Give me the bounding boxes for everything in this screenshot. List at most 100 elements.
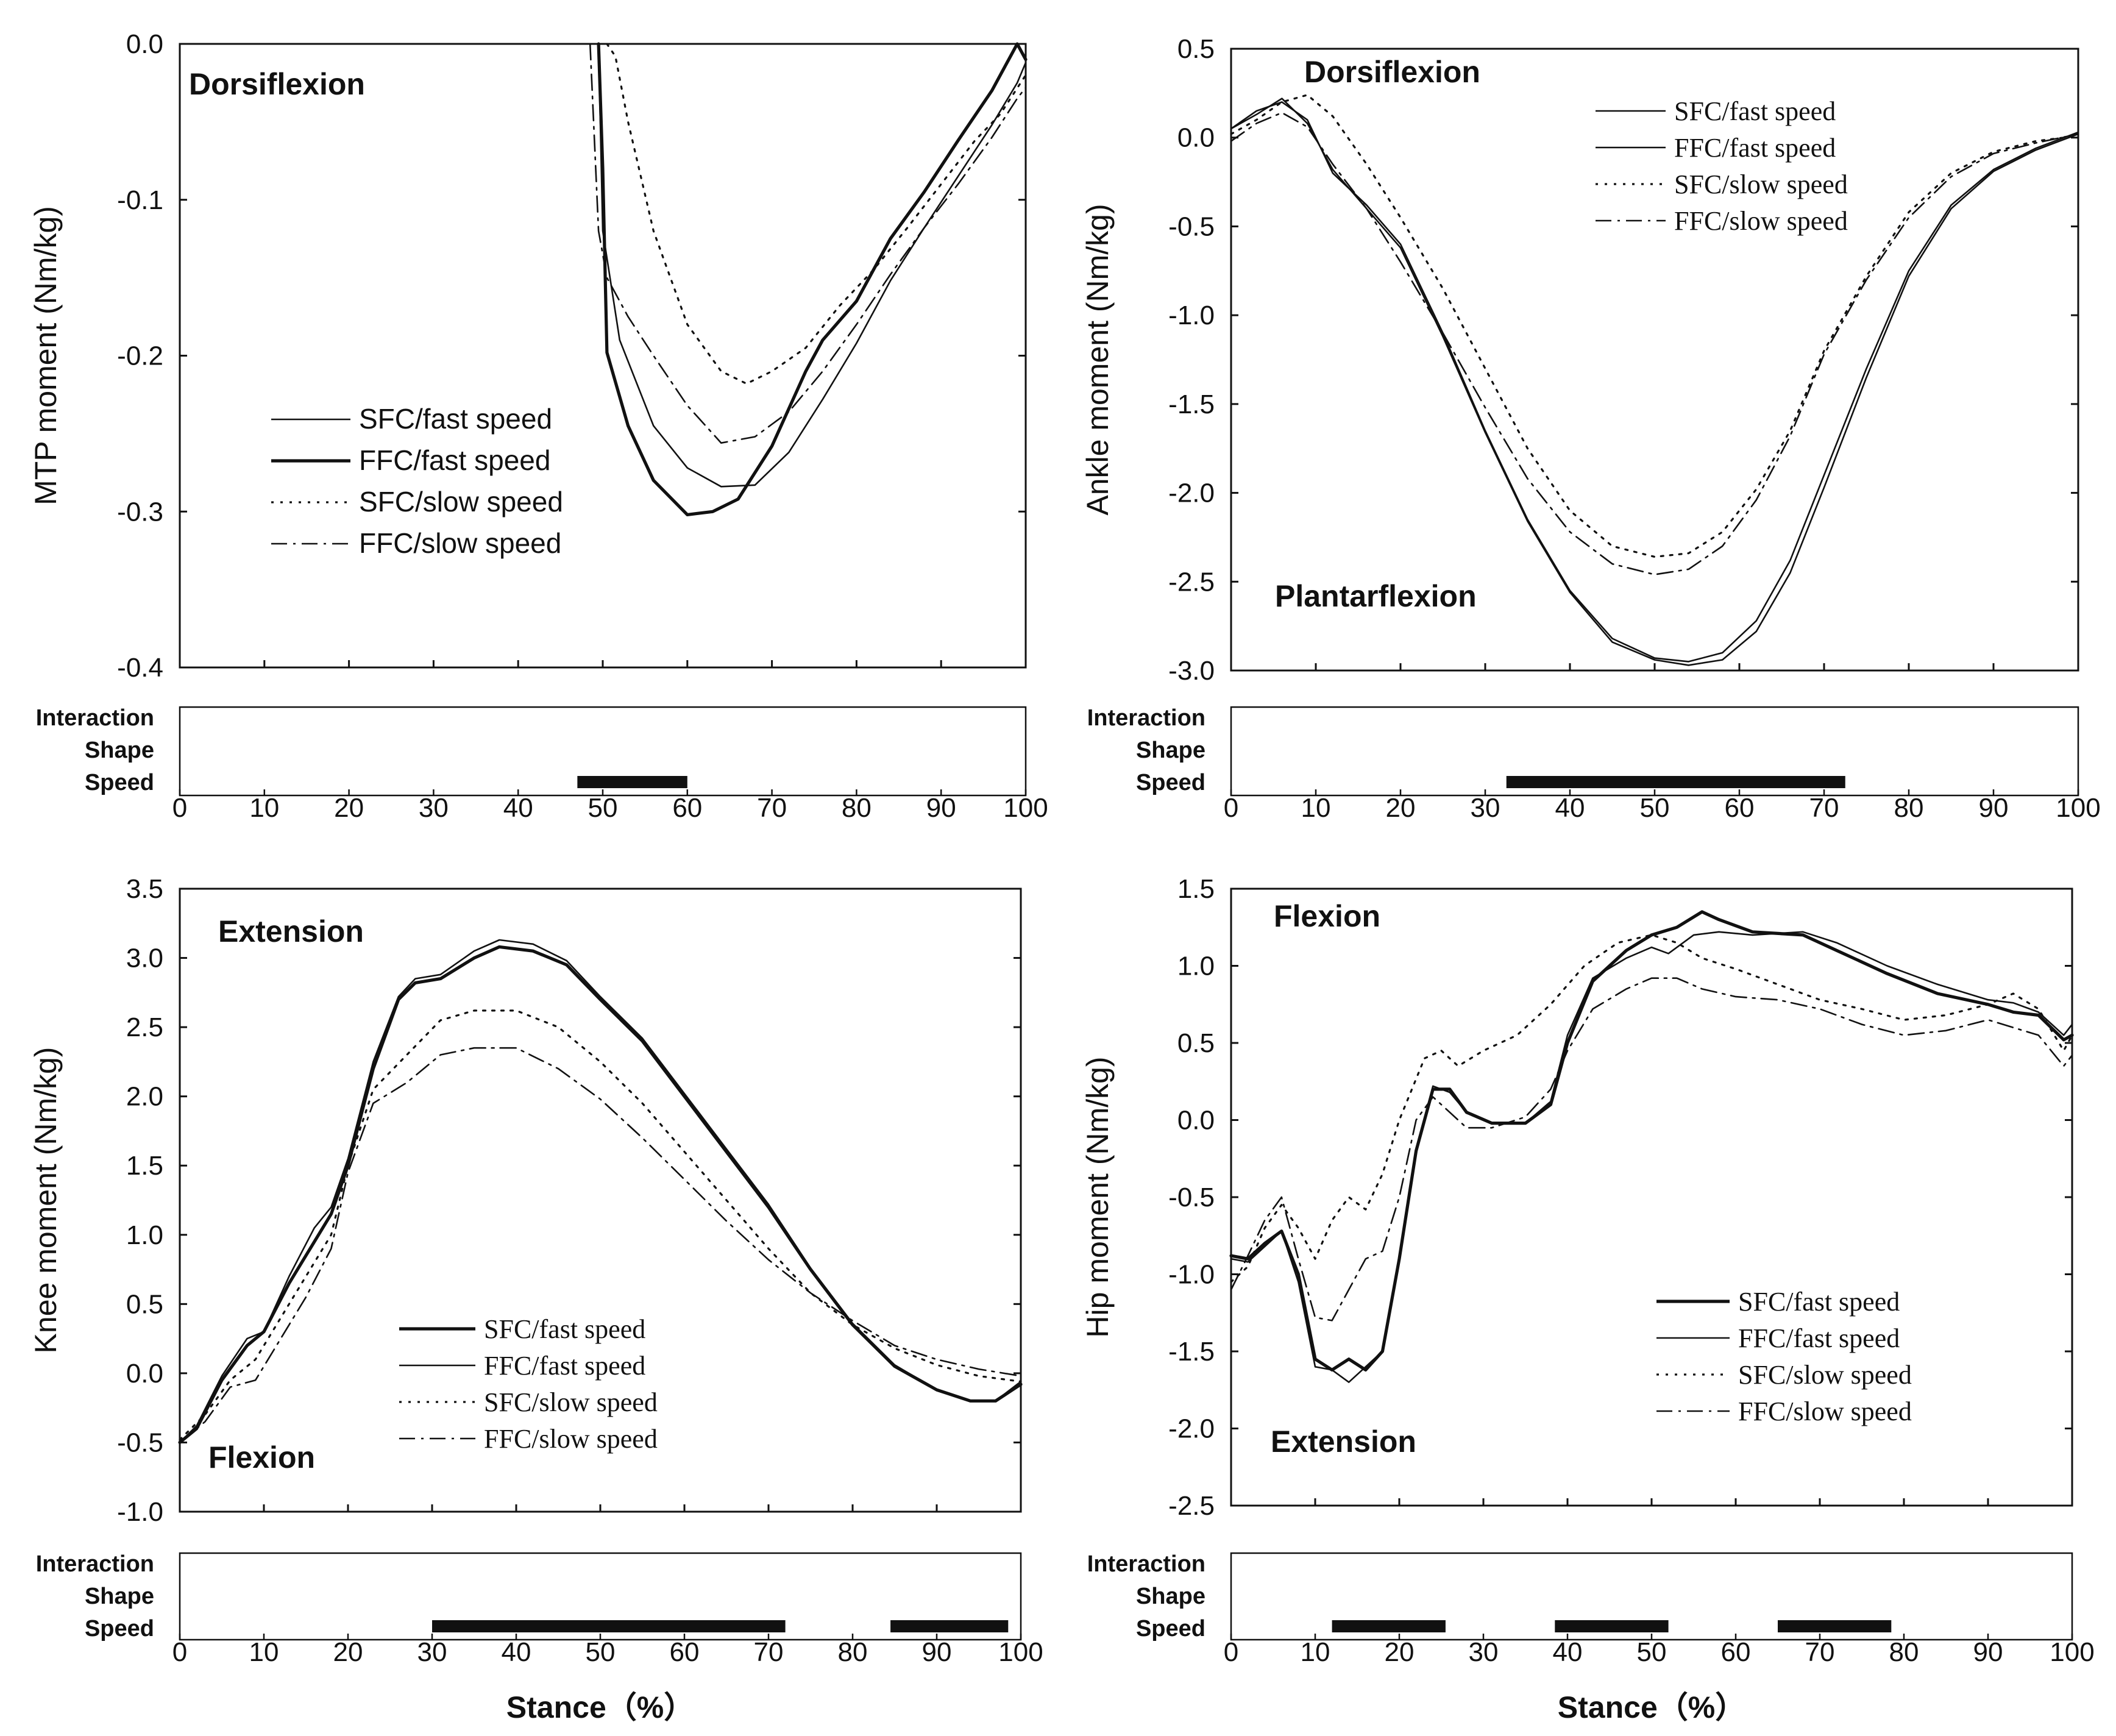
- mtp-significance-bar: [577, 776, 687, 788]
- ankle-series-sfc-fast-speed: [1230, 101, 2079, 663]
- knee-xtick-label: 0: [172, 1637, 187, 1667]
- mtp-legend-label: SFC/slow speed: [359, 486, 563, 518]
- knee-xtick-label: 40: [502, 1637, 531, 1667]
- hip-xtick-label: 80: [1889, 1637, 1919, 1667]
- knee-legend-label: SFC/slow speed: [484, 1387, 658, 1417]
- knee-xtick-label: 50: [586, 1637, 616, 1667]
- ankle-ytick-label: 0.5: [1177, 34, 1215, 64]
- hip-x-axis-title: Stance（%）: [1558, 1690, 1745, 1724]
- knee-significance-label-interaction: Interaction: [36, 1551, 154, 1577]
- ankle-significance-label-shape: Shape: [1136, 738, 1205, 763]
- knee-ytick-label: 0.0: [126, 1359, 163, 1389]
- hip-series-sfc-fast-speed: [1229, 910, 2074, 1371]
- knee-ytick-label: 2.5: [126, 1012, 163, 1042]
- mtp-legend-label: SFC/fast speed: [359, 403, 552, 435]
- knee-ytick-label: 3.0: [126, 944, 163, 973]
- hip-significance-label-shape: Shape: [1136, 1584, 1205, 1609]
- ankle-xtick-label: 60: [1725, 793, 1755, 823]
- hip-ytick-label: 0.0: [1177, 1106, 1215, 1136]
- mtp-significance-label-speed: Speed: [85, 770, 154, 795]
- ankle-ytick-label: -0.5: [1168, 212, 1215, 241]
- mtp-series-sfc-slow-speed: [606, 43, 1027, 385]
- knee-significance-label-speed: Speed: [85, 1616, 154, 1642]
- knee-annotation-flexion: Flexion: [208, 1440, 315, 1475]
- knee-ytick-label: -0.5: [117, 1428, 163, 1457]
- knee-plot-frame: [179, 888, 1022, 1513]
- knee-significance-label-shape: Shape: [85, 1584, 154, 1609]
- knee-ytick-label: 0.5: [126, 1289, 163, 1319]
- knee-ytick-label: 2.0: [126, 1082, 163, 1112]
- knee-series-sfc-fast-speed: [178, 945, 1023, 1444]
- ankle-xtick-label: 10: [1301, 793, 1331, 823]
- knee-ytick-label: 1.0: [126, 1220, 163, 1250]
- hip-ytick-label: -1.0: [1168, 1260, 1215, 1290]
- ankle-ytick-label: -2.0: [1168, 478, 1215, 508]
- mtp-xtick-label: 80: [842, 793, 872, 823]
- hip-ytick-label: 1.5: [1177, 874, 1215, 904]
- hip-series-sfc-slow-speed: [1230, 934, 2073, 1283]
- mtp-ytick-label: -0.3: [117, 497, 163, 527]
- knee-series-ffc-slow-speed: [179, 1047, 1022, 1443]
- knee-significance-bar: [890, 1620, 1009, 1632]
- mtp-ytick-label: -0.1: [117, 185, 163, 215]
- ankle-ytick-label: -1.5: [1168, 390, 1215, 419]
- hip-legend-label: SFC/slow speed: [1738, 1360, 1912, 1390]
- ankle-xtick-label: 90: [1979, 793, 2009, 823]
- hip-xtick-label: 100: [2050, 1637, 2094, 1667]
- hip-plot-frame: [1230, 888, 2073, 1507]
- ankle-xtick-label: 80: [1894, 793, 1924, 823]
- ankle-ytick-label: 0.0: [1177, 123, 1215, 153]
- hip-xtick-label: 50: [1637, 1637, 1667, 1667]
- mtp-legend-label: FFC/slow speed: [359, 527, 561, 559]
- hip-ytick-label: 0.5: [1177, 1028, 1215, 1058]
- hip-xtick-label: 90: [1973, 1637, 2003, 1667]
- mtp-xtick-label: 20: [334, 793, 364, 823]
- mtp-xtick-label: 10: [249, 793, 279, 823]
- mtp-significance-label-shape: Shape: [85, 738, 154, 763]
- ankle-annotation-plantarflexion: Plantarflexion: [1275, 579, 1477, 613]
- knee-xtick-label: 100: [998, 1637, 1043, 1667]
- hip-significance-bar: [1778, 1620, 1892, 1632]
- ankle-ytick-label: -3.0: [1168, 656, 1215, 686]
- mtp-xtick-label: 70: [757, 793, 787, 823]
- ankle-legend-label: SFC/slow speed: [1674, 169, 1848, 199]
- hip-xtick-label: 60: [1721, 1637, 1751, 1667]
- hip-xtick-label: 0: [1224, 1637, 1238, 1667]
- hip-annotation-extension: Extension: [1271, 1425, 1416, 1459]
- ankle-xtick-label: 30: [1471, 793, 1500, 823]
- mtp-ytick-label: 0.0: [126, 29, 163, 59]
- knee-annotation-extension: Extension: [218, 914, 364, 948]
- mtp-series-ffc-slow-speed: [589, 43, 1027, 444]
- ankle-xtick-label: 100: [2056, 793, 2100, 823]
- mtp-xtick-label: 50: [588, 793, 618, 823]
- mtp-moment-panel: 0.0 -0.1 -0.2 -0.3 -0.4 MTP moment (Nm/kg) Dor…: [29, 29, 1048, 823]
- ankle-moment-panel: 0.5 0.0 -0.5 -1.0 -1.5 -2.0 -2.5 -3.0 Ankle mome…: [1081, 34, 2101, 823]
- ankle-legend-label: FFC/slow speed: [1674, 206, 1848, 236]
- knee-xtick-label: 60: [670, 1637, 700, 1667]
- ankle-significance-bar: [1506, 776, 1845, 788]
- hip-significance-label-interaction: Interaction: [1087, 1551, 1205, 1577]
- ankle-annotation-dorsiflexion: Dorsiflexion: [1304, 55, 1480, 89]
- ankle-xtick-label: 50: [1640, 793, 1670, 823]
- hip-xtick-label: 10: [1301, 1637, 1330, 1667]
- mtp-ytick-label: -0.2: [117, 341, 163, 371]
- ankle-significance-label-interaction: Interaction: [1087, 705, 1205, 731]
- ankle-ytick-label: -1.0: [1168, 301, 1215, 330]
- ankle-significance-label-speed: Speed: [1136, 770, 1205, 795]
- hip-xtick-label: 30: [1469, 1637, 1499, 1667]
- hip-ytick-label: -2.5: [1168, 1491, 1215, 1521]
- knee-xtick-label: 10: [249, 1637, 279, 1667]
- knee-xtick-label: 20: [333, 1637, 363, 1667]
- hip-y-axis-label: Hip moment (Nm/kg): [1081, 1056, 1115, 1337]
- knee-y-axis-label: Knee moment (Nm/kg): [29, 1047, 63, 1354]
- knee-xtick-label: 30: [417, 1637, 447, 1667]
- mtp-xtick-label: 100: [1003, 793, 1048, 823]
- mtp-series-ffc-fast-speed: [597, 42, 1028, 516]
- ankle-series-ffc-slow-speed: [1230, 112, 2079, 575]
- hip-xtick-label: 20: [1385, 1637, 1415, 1667]
- hip-ytick-label: -0.5: [1168, 1183, 1215, 1212]
- mtp-xtick-label: 60: [672, 793, 702, 823]
- ankle-xtick-label: 20: [1386, 793, 1416, 823]
- knee-xtick-label: 90: [922, 1637, 952, 1667]
- mtp-xtick-label: 0: [172, 793, 187, 823]
